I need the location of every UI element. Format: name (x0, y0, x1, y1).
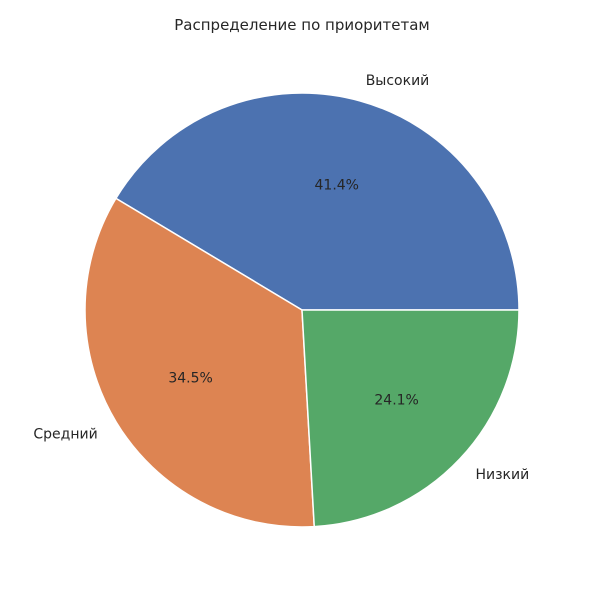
pie-slices (84, 92, 520, 528)
pie-percent-label-3: 24.1% (374, 392, 418, 408)
pie-percent-label-2: 34.5% (168, 370, 212, 386)
pie-labels: 41.4% Высокий 34.5% Средний 24.1% Низкий (33, 73, 529, 483)
pie-category-label-3: Низкий (475, 467, 529, 483)
pie-slice-2 (84, 197, 316, 528)
pie-slice-3 (301, 309, 520, 528)
pie-category-label-1: Высокий (366, 73, 430, 89)
pie-percent-label-1: 41.4% (315, 178, 359, 194)
pie-slice-1 (114, 92, 520, 311)
chart-title: Распределение по приоритетам (174, 16, 430, 34)
pie-category-label-2: Средний (33, 426, 97, 442)
